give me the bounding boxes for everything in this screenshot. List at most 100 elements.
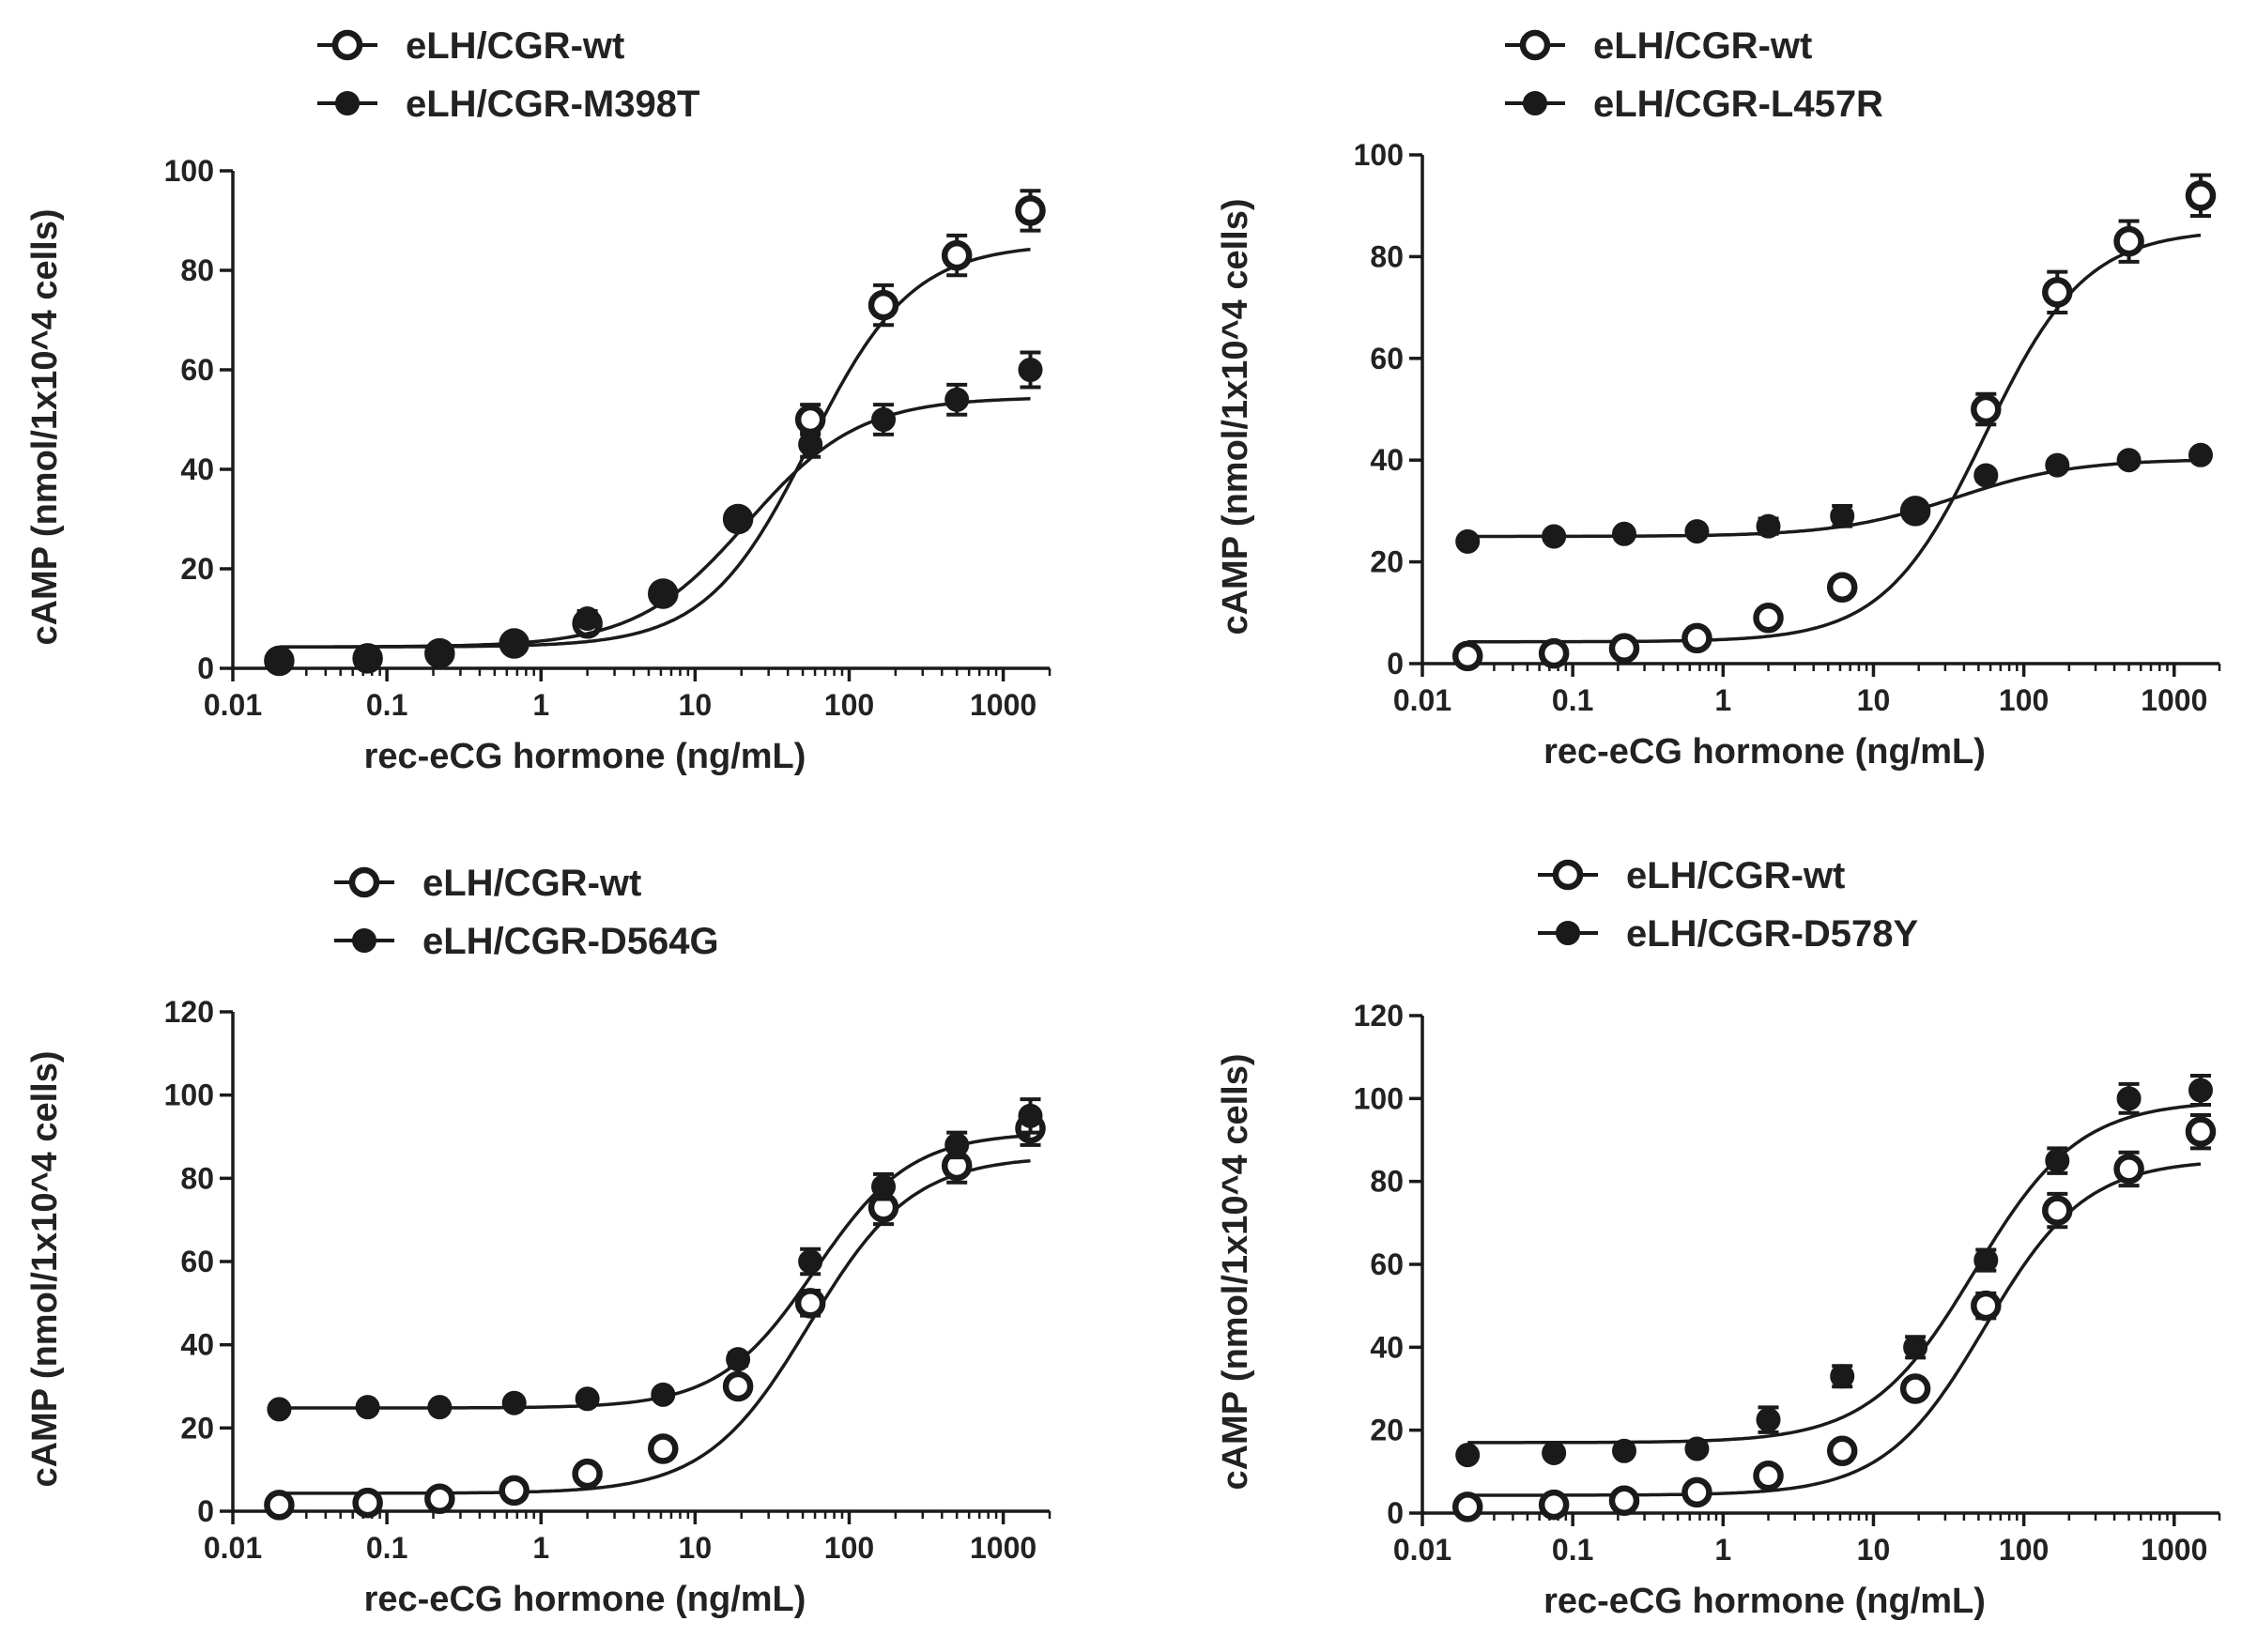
data-point	[1455, 528, 1481, 554]
y-tick-label: 20	[1370, 1414, 1404, 1447]
y-tick-label: 120	[1354, 999, 1404, 1032]
data-point	[424, 1483, 455, 1514]
data-point	[1455, 1443, 1481, 1468]
data-point	[941, 239, 973, 271]
legend-label: eLH/CGR-L457R	[1593, 84, 1883, 125]
legend-marker	[1552, 859, 1584, 891]
data-point	[867, 289, 899, 321]
data-point	[944, 1132, 970, 1157]
legend-label: eLH/CGR-D564G	[422, 921, 719, 962]
x-tick-label: 0.01	[1393, 683, 1451, 717]
data-point	[2116, 1086, 2142, 1111]
data-point	[1608, 633, 1640, 664]
data-point	[1542, 524, 1567, 549]
data-point	[2188, 1078, 2213, 1103]
data-point	[352, 1487, 383, 1519]
x-tick-label: 0.01	[204, 1531, 262, 1565]
data-point	[1830, 1364, 1855, 1389]
data-point	[1451, 640, 1483, 672]
legend-label: eLH/CGR-M398T	[406, 84, 699, 125]
data-point	[427, 638, 453, 664]
x-tick-label: 0.01	[1393, 1533, 1451, 1567]
data-point	[1753, 1461, 1784, 1491]
data-point	[499, 1475, 530, 1507]
y-tick-label: 0	[197, 651, 214, 685]
legend-marker	[1523, 91, 1547, 115]
data-point	[1538, 1489, 1570, 1521]
data-point	[2042, 277, 2073, 308]
series-eLH/CGR-wt	[1451, 173, 2217, 672]
legend: eLH/CGR-wt eLH/CGR-L457R	[1505, 25, 1883, 125]
y-tick-label: 40	[180, 1328, 214, 1362]
data-point	[1903, 498, 1928, 524]
data-point	[2188, 442, 2213, 467]
data-point	[264, 1490, 295, 1521]
data-point	[1903, 1335, 1928, 1360]
legend: eLH/CGR-wt eLH/CGR-M398T	[317, 25, 699, 125]
data-point	[1018, 1103, 1043, 1128]
data-point	[871, 1174, 897, 1200]
data-point	[355, 643, 380, 668]
legend: eLH/CGR-wt eLH/CGR-D564G	[334, 863, 719, 962]
y-tick-label: 120	[164, 995, 214, 1029]
data-point	[726, 509, 751, 534]
y-tick-label: 40	[180, 452, 214, 486]
data-point	[575, 1386, 600, 1412]
x-tick-label: 100	[1999, 683, 2049, 717]
data-point	[1973, 463, 1999, 488]
y-axis-title: cAMP (nmol/1x10^4 cells)	[1216, 1053, 1255, 1490]
data-point	[1611, 1438, 1636, 1463]
data-point	[1015, 195, 1046, 226]
data-point	[1018, 358, 1043, 382]
x-tick-label: 100	[824, 688, 874, 722]
data-point	[2185, 180, 2217, 211]
y-tick-label: 80	[1370, 239, 1404, 273]
y-tick-label: 60	[1370, 1247, 1404, 1281]
y-axis-title: cAMP (nmol/1x10^4 cells)	[1216, 198, 1255, 635]
x-tick-label: 1000	[2141, 1533, 2207, 1567]
fit-curve	[279, 397, 1031, 649]
y-tick-label: 60	[180, 1245, 214, 1278]
chart-panel-1: 0 20 40 60 80 100 0.01 0.1 1 10 100 1000 rec-eCG hor…	[25, 25, 1052, 776]
legend: eLH/CGR-wt eLH/CGR-D578Y	[1538, 855, 1919, 955]
y-tick-label: 80	[180, 1161, 214, 1195]
y-tick-label: 0	[197, 1494, 214, 1528]
y-tick-label: 100	[1354, 1081, 1404, 1115]
fit-curve	[1467, 1162, 2202, 1497]
data-point	[871, 407, 897, 432]
series-eLH/CGR-L457R	[1455, 442, 2213, 554]
y-tick-label: 20	[180, 552, 214, 586]
legend-marker	[1556, 921, 1580, 945]
data-point	[2042, 1195, 2073, 1226]
data-point	[1608, 1485, 1640, 1516]
x-tick-label: 10	[679, 688, 713, 722]
x-tick-label: 100	[1999, 1533, 2049, 1567]
data-point	[355, 1395, 380, 1420]
data-point	[1611, 521, 1636, 546]
data-point	[1451, 1491, 1483, 1522]
data-point	[2116, 448, 2142, 473]
x-tick-label: 10	[1857, 683, 1891, 717]
data-point	[1542, 1440, 1567, 1465]
y-tick-label: 40	[1370, 443, 1404, 477]
x-tick-label: 0.1	[1552, 683, 1593, 717]
data-point	[1756, 1407, 1781, 1432]
data-point	[501, 1390, 527, 1415]
x-tick-label: 1	[1714, 1533, 1731, 1567]
y-tick-label: 80	[1370, 1165, 1404, 1199]
y-tick-label: 60	[1370, 342, 1404, 375]
y-tick-label: 100	[1354, 138, 1404, 172]
data-point	[267, 1397, 292, 1422]
data-point	[944, 387, 970, 412]
y-tick-label: 20	[1370, 545, 1404, 579]
x-tick-label: 1000	[970, 1531, 1036, 1565]
data-point	[1753, 602, 1784, 634]
x-tick-label: 1	[532, 1531, 549, 1565]
x-tick-label: 1	[532, 688, 549, 722]
data-point	[1684, 1436, 1710, 1461]
data-point	[651, 1382, 676, 1407]
data-point	[798, 432, 823, 457]
y-tick-label: 0	[1387, 647, 1404, 681]
x-tick-label: 0.1	[366, 1531, 407, 1565]
data-point	[2045, 452, 2070, 478]
